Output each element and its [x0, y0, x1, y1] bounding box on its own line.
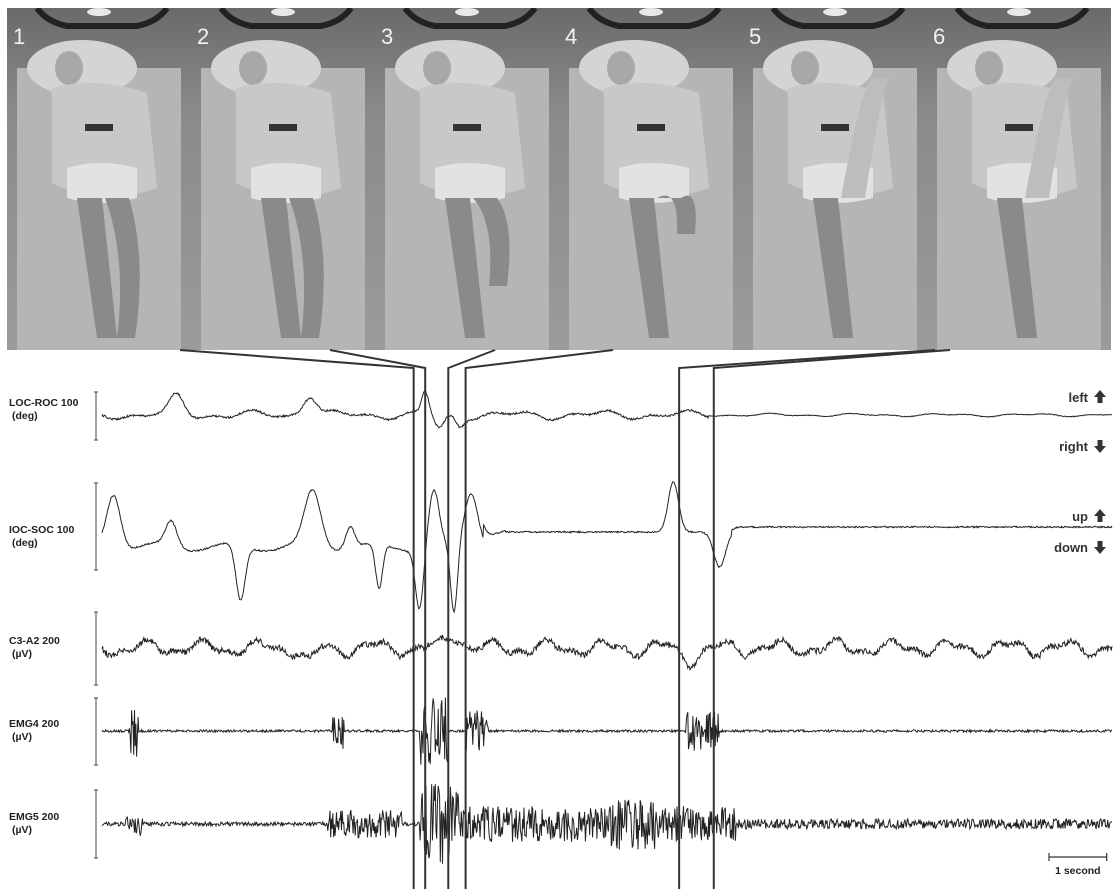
frame-number: 4 [565, 24, 578, 49]
channel-unit: (deg) [12, 537, 38, 549]
channel-label: IOC-SOC 100 [9, 524, 75, 536]
frame-marker-line [179, 349, 415, 889]
video-frame-6: 6 [927, 8, 1111, 350]
video-frame-5: 5 [743, 8, 927, 350]
frame-number: 2 [197, 24, 210, 49]
frame-marker-line [464, 349, 614, 889]
patient-bed-image [743, 8, 927, 350]
direction-label-left: left [1069, 390, 1089, 405]
channel-unit: (µV) [12, 648, 32, 660]
emg4-trace [101, 697, 1113, 765]
patient-bed-image [7, 8, 191, 350]
patient-bed-image [191, 8, 375, 350]
loc-roc-trace [101, 389, 1113, 429]
patient-bed-image [375, 8, 559, 350]
time-scale-label: 1 second [1055, 865, 1101, 877]
direction-label-up: up [1072, 509, 1088, 524]
video-frame-4: 4 [559, 8, 743, 350]
channel-label: LOC-ROC 100 [9, 397, 79, 409]
ioc-soc-trace [101, 481, 1113, 614]
frame-marker-line [447, 349, 496, 889]
arrow-up-icon [1094, 509, 1106, 522]
channel-unit: (µV) [12, 731, 32, 743]
frame-number: 6 [933, 24, 946, 49]
frame-marker-line [712, 349, 951, 889]
frame-number: 5 [749, 24, 762, 49]
arrow-down-icon [1094, 440, 1106, 453]
channel-unit: (deg) [12, 410, 38, 422]
arrow-down-icon [1094, 541, 1106, 554]
video-frame-1: 1 [7, 8, 191, 350]
video-frame-3: 3 [375, 8, 559, 350]
frame-number: 1 [13, 24, 26, 49]
channel-label: EMG5 200 [9, 811, 59, 823]
c3-a2-trace [101, 634, 1113, 672]
frame-marker-line [329, 349, 427, 889]
arrow-up-icon [1094, 390, 1106, 403]
channel-label: C3-A2 200 [9, 635, 60, 647]
video-frames-strip: 1 2 3 [7, 8, 1113, 350]
channel-unit: (µV) [12, 824, 32, 836]
frame-number: 3 [381, 24, 394, 49]
emg5-trace [101, 784, 1113, 864]
frame-marker-line [678, 349, 936, 889]
direction-label-down: down [1054, 540, 1088, 555]
video-frame-2: 2 [191, 8, 375, 350]
patient-bed-image [559, 8, 743, 350]
direction-label-right: right [1059, 439, 1089, 454]
channel-label: EMG4 200 [9, 718, 59, 730]
patient-bed-image [927, 8, 1111, 350]
